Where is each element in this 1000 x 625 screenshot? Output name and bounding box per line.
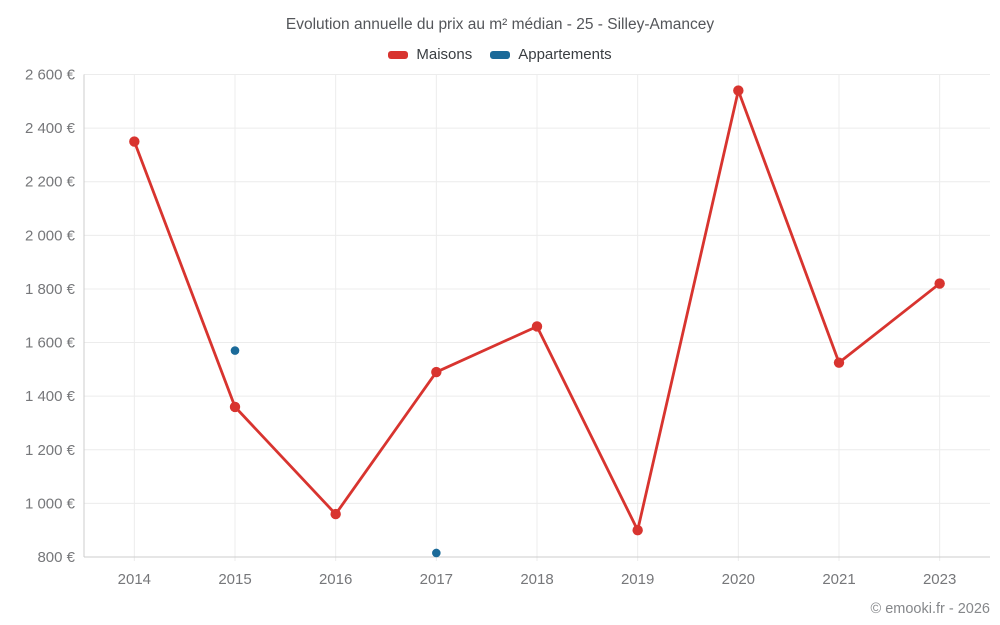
svg-text:2019: 2019 <box>621 571 654 588</box>
svg-text:1 600 €: 1 600 € <box>25 335 76 352</box>
svg-text:2 600 €: 2 600 € <box>25 67 76 84</box>
svg-text:2 400 €: 2 400 € <box>25 120 76 137</box>
legend-label-maisons: Maisons <box>416 46 473 63</box>
series-maisons <box>129 85 945 536</box>
data-point <box>229 401 241 413</box>
data-point <box>733 85 744 96</box>
y-grid-and-labels: 800 € 1 000 € 1 200 € 1 400 € 1 600 € 1 800 €… <box>25 67 990 566</box>
data-point <box>230 346 240 355</box>
svg-text:2020: 2020 <box>722 571 755 588</box>
data-point <box>129 136 140 147</box>
chart-legend: Maisons Appartements <box>0 46 1000 63</box>
svg-text:2 200 €: 2 200 € <box>25 174 76 191</box>
chart-title: Evolution annuelle du prix au m² médian … <box>285 16 715 33</box>
data-point <box>330 508 341 520</box>
svg-text:2018: 2018 <box>520 571 553 588</box>
svg-text:1 200 €: 1 200 € <box>25 442 76 459</box>
svg-text:2021: 2021 <box>822 571 855 588</box>
svg-text:2017: 2017 <box>420 571 453 588</box>
data-point <box>431 366 442 378</box>
data-point <box>934 278 945 289</box>
maisons-series-marker-icon <box>388 50 409 59</box>
series-appartements <box>230 346 441 558</box>
data-point <box>531 321 543 332</box>
svg-text:2014: 2014 <box>118 571 151 588</box>
svg-text:2015: 2015 <box>218 571 251 588</box>
svg-text:1 400 €: 1 400 € <box>25 388 76 405</box>
legend-label-appartements: Appartements <box>518 46 612 63</box>
legend-item-appartements[interactable]: Appartements <box>490 46 612 63</box>
data-point <box>432 548 441 558</box>
svg-text:2 000 €: 2 000 € <box>25 227 76 244</box>
x-grid-and-labels: 2014 2015 2016 2017 2018 2019 2020 2021 2023 <box>118 74 956 588</box>
svg-text:800 €: 800 € <box>37 549 75 566</box>
data-point <box>632 524 643 536</box>
svg-text:1 800 €: 1 800 € <box>25 281 76 298</box>
svg-text:1 000 €: 1 000 € <box>25 495 76 512</box>
appartements-series-marker-icon <box>490 50 511 59</box>
legend-item-maisons[interactable]: Maisons <box>388 46 472 63</box>
svg-text:2016: 2016 <box>319 571 352 588</box>
svg-text:2023: 2023 <box>923 571 956 588</box>
chart-footer: © emooki.fr - 2026 <box>870 601 990 617</box>
data-point <box>833 357 845 368</box>
